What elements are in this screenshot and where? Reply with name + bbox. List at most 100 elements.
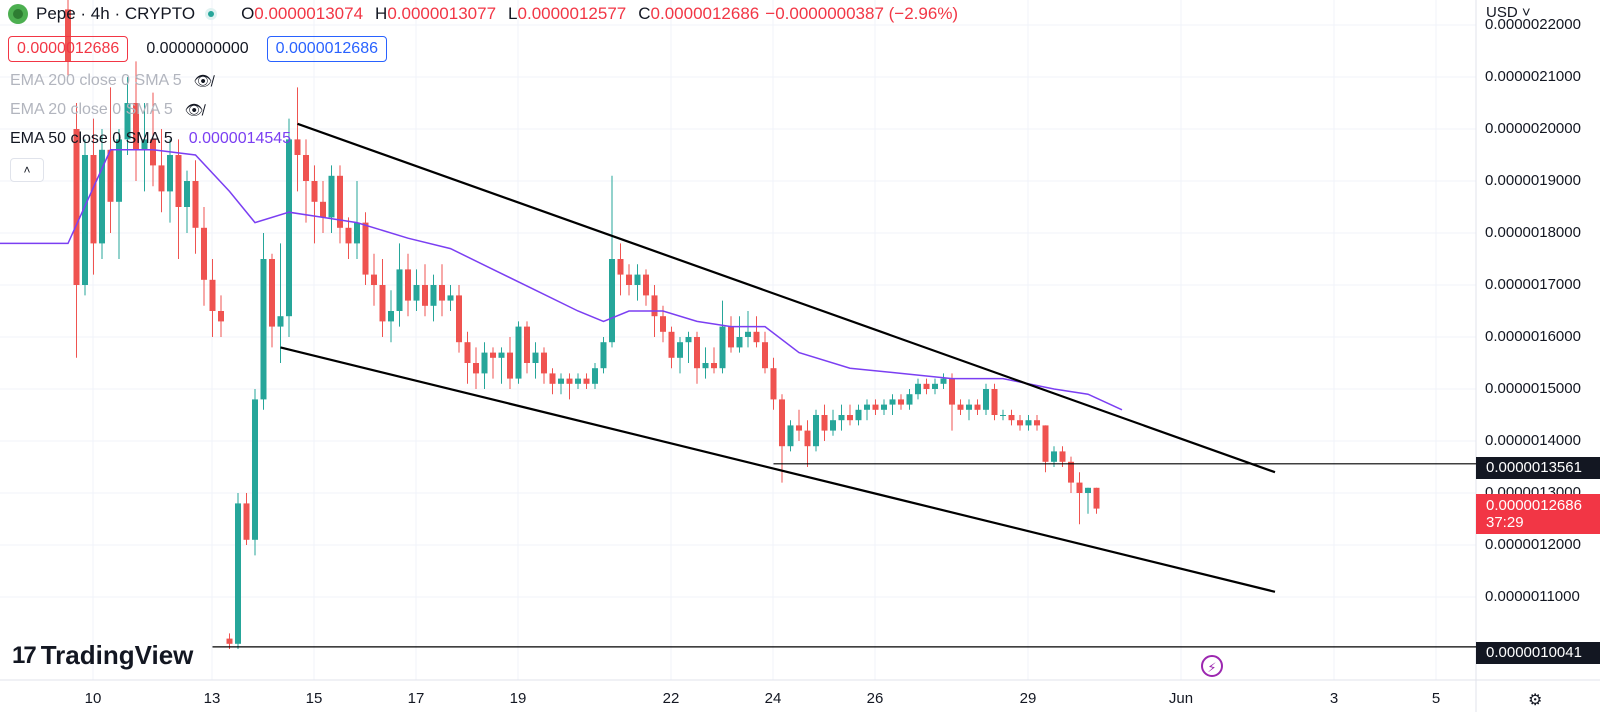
candle-body — [439, 285, 445, 301]
candle-body — [490, 352, 496, 358]
candle-body — [609, 259, 615, 343]
candle-body — [541, 352, 547, 374]
candle-body — [150, 139, 156, 166]
high-label: H — [375, 4, 388, 23]
candle-body — [660, 316, 666, 332]
open-value: 0.0000013074 — [254, 4, 364, 23]
market-status-icon[interactable] — [205, 8, 218, 20]
candle-body — [898, 399, 904, 405]
candle-body — [481, 352, 488, 374]
low-value: 0.0000012577 — [517, 4, 627, 23]
candle-body — [600, 342, 607, 369]
candle-body — [626, 274, 632, 285]
order-box-row: 0.0000012686 0.0000000000 0.0000012686 — [8, 36, 387, 62]
candle-body — [634, 274, 641, 285]
candle-body — [82, 155, 88, 285]
indicator-ema50[interactable]: EMA 50 close 0 SMA 5 0.0000014545 — [10, 130, 291, 148]
candle-body — [464, 342, 471, 363]
candle-body — [167, 155, 173, 192]
last-price-tag: 0.0000012686 37:29 — [1476, 494, 1600, 534]
candle-body — [558, 378, 564, 384]
candle-body — [702, 363, 709, 369]
currency-label: USD — [1486, 4, 1518, 21]
candle-body — [677, 342, 683, 358]
close-value: 0.0000012686 — [650, 4, 760, 23]
candle-body — [507, 352, 513, 379]
candle-body — [787, 425, 794, 447]
candle-body — [99, 149, 105, 244]
candle-body — [668, 331, 675, 358]
low-label: L — [508, 4, 518, 23]
price-axis-label: 0.0000021000 — [1485, 68, 1581, 85]
candle-body — [932, 383, 938, 389]
candle-body — [515, 326, 522, 379]
candle-body — [694, 337, 700, 369]
candle-body — [184, 181, 190, 207]
candle-body — [847, 415, 853, 421]
settings-icon[interactable]: ⚙︎ — [1528, 692, 1543, 709]
candle-body — [473, 363, 479, 374]
change-value: −0.0000000387 (−2.96%) — [765, 4, 959, 23]
candle-body — [1042, 425, 1049, 462]
horizontal-line-price-tag: 0.0000010041 — [1476, 642, 1600, 664]
time-axis-label: 26 — [866, 690, 884, 707]
buy-price-box[interactable]: 0.0000012686 — [266, 36, 387, 62]
candle-body — [209, 279, 216, 311]
candle-body — [779, 399, 785, 447]
candle-body — [235, 503, 241, 644]
bolt-icon[interactable]: ⚡︎ — [1201, 655, 1223, 677]
candle-body — [1034, 420, 1040, 426]
symbol-legend: Pepe · 4h · CRYPTO O 0.0000013074 H 0.0000… — [8, 4, 964, 24]
candle-body — [269, 259, 275, 327]
candle-body — [796, 425, 802, 431]
candle-body — [1051, 451, 1057, 462]
candle-body — [260, 259, 267, 400]
eye-off-icon[interactable]: 👁︎̸ — [184, 102, 204, 119]
candle-body — [617, 259, 624, 275]
candle-body — [864, 404, 870, 410]
symbol-title[interactable]: Pepe · 4h · CRYPTO — [36, 4, 196, 23]
collapse-legend-button[interactable]: ˄ — [10, 158, 44, 182]
horizontal-lines — [212, 463, 1476, 648]
eye-off-icon[interactable]: 👁︎̸ — [193, 73, 213, 90]
candle-body — [711, 363, 717, 369]
trendline-upper — [297, 122, 1276, 474]
candle-body — [413, 285, 420, 301]
candle-body — [949, 378, 955, 405]
candle-body — [923, 383, 930, 389]
candle-body — [311, 181, 318, 202]
bar-countdown: 37:29 — [1486, 514, 1524, 531]
candle-body — [940, 378, 947, 384]
candle-body — [73, 129, 80, 285]
time-axis-label: 5 — [1431, 690, 1441, 707]
candle-body — [447, 295, 454, 301]
candle-body — [566, 378, 573, 384]
indicator-ema50-value: 0.0000014545 — [188, 130, 292, 147]
sell-price-box[interactable]: 0.0000012686 — [8, 36, 129, 62]
candle-body — [388, 311, 394, 322]
candle-body — [456, 295, 462, 343]
candle-body — [141, 139, 148, 150]
candle-body — [286, 139, 292, 317]
currency-selector[interactable]: USD ˅ — [1486, 4, 1531, 21]
candle-body — [643, 274, 649, 296]
price-axis-label: 0.0000015000 — [1485, 380, 1581, 397]
candle-body — [1076, 482, 1083, 493]
candle-body — [753, 331, 760, 343]
candle-body — [243, 503, 250, 540]
candle-body — [651, 295, 658, 317]
candle-body — [294, 139, 301, 155]
tradingview-watermark-text: TradingView — [40, 640, 194, 670]
indicator-ema20[interactable]: EMA 20 close 0 SMA 5 👁︎̸ — [10, 101, 204, 119]
time-axis-label: 22 — [662, 690, 680, 707]
time-axis-label: 3 — [1329, 690, 1339, 707]
close-label: C — [638, 4, 651, 23]
price-axis-label: 0.0000016000 — [1485, 328, 1581, 345]
candle-body — [719, 326, 726, 369]
tradingview-logo-icon: 17 — [12, 641, 37, 669]
candle-body — [1008, 415, 1015, 421]
indicator-ema200[interactable]: EMA 200 close 0 SMA 5 👁︎̸ — [10, 72, 213, 90]
candle-body — [762, 342, 768, 369]
candle-body — [770, 368, 777, 400]
